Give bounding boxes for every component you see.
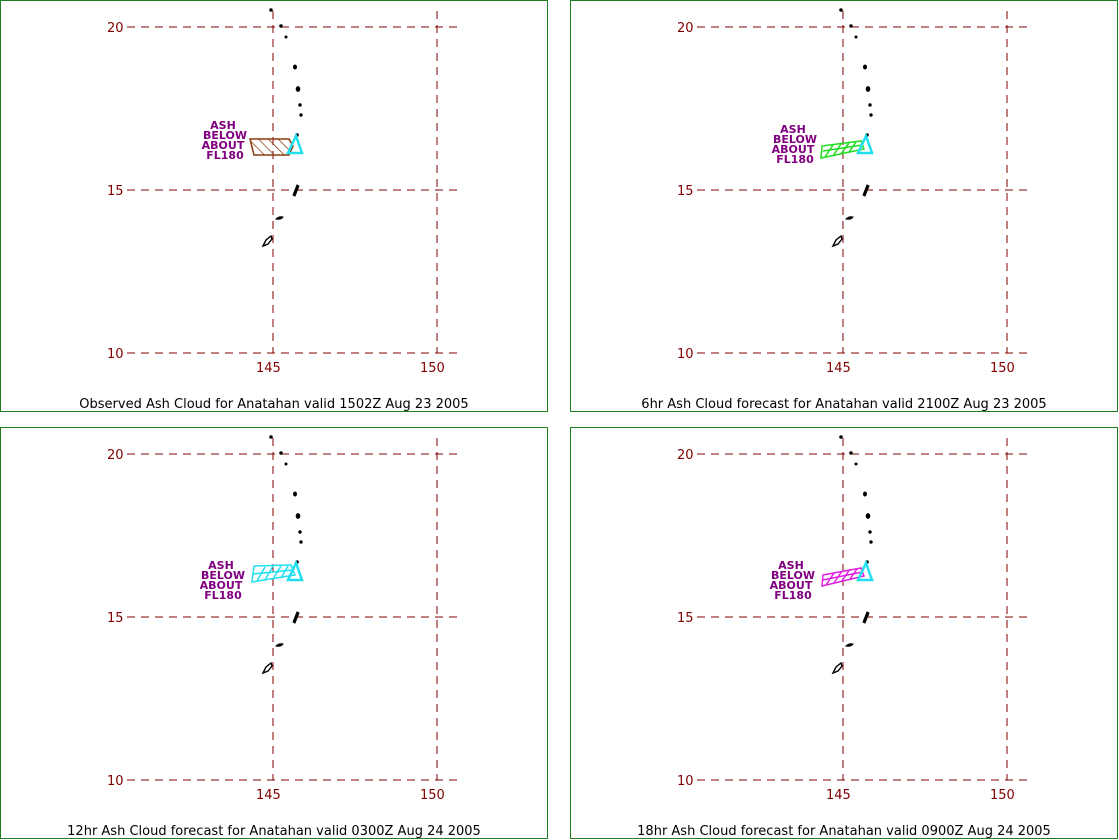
ash-label-line-4: FL180 bbox=[774, 589, 812, 602]
ash-cloud bbox=[251, 564, 297, 583]
map-panel-18hr: 20 15 10 145 150 ASH BELOW ABOUT FL180 1… bbox=[570, 427, 1118, 839]
grid-lines bbox=[697, 11, 1031, 354]
map-panel-12hr: 20 15 10 145 150 ASH BELOW ABOUT FL180 1… bbox=[0, 427, 548, 839]
ash-label-line-1: ASH bbox=[208, 559, 234, 572]
volcano-marker-icon bbox=[286, 559, 304, 582]
ash-label-line-3: ABOUT bbox=[770, 579, 813, 592]
map-svg: 20 15 10 145 150 ASH BELOW ABOUT FL180 bbox=[677, 8, 1031, 376]
lon-label-145: 145 bbox=[826, 788, 851, 803]
ash-cloud bbox=[820, 140, 866, 159]
ash-label-line-1: ASH bbox=[778, 559, 804, 572]
lat-label-10: 10 bbox=[677, 347, 694, 362]
ash-label-line-1: ASH bbox=[210, 119, 236, 132]
map-svg: 20 15 10 145 150 ASH BELOW ABOUT FL180 bbox=[677, 435, 1031, 803]
lat-label-10: 10 bbox=[107, 347, 124, 362]
lon-label-150: 150 bbox=[990, 788, 1015, 803]
ash-label-line-2: BELOW bbox=[771, 569, 815, 582]
lon-label-145: 145 bbox=[256, 361, 281, 376]
lat-label-20: 20 bbox=[677, 448, 694, 463]
lat-label-20: 20 bbox=[677, 21, 694, 36]
grid-lines bbox=[127, 438, 461, 781]
ash-label-line-2: BELOW bbox=[201, 569, 245, 582]
lat-label-20: 20 bbox=[107, 21, 124, 36]
ash-label-line-3: ABOUT bbox=[200, 579, 243, 592]
ash-label-line-1: ASH bbox=[780, 123, 806, 136]
lat-label-10: 10 bbox=[107, 774, 124, 789]
panel-caption: 12hr Ash Cloud forecast for Anatahan val… bbox=[67, 824, 481, 839]
volcano-marker-icon bbox=[856, 559, 874, 582]
lon-label-150: 150 bbox=[990, 361, 1015, 376]
grid-lines bbox=[697, 438, 1031, 781]
map-panel-6hr: 20 15 10 145 150 ASH BELOW ABOUT FL180 6… bbox=[570, 0, 1118, 412]
islands bbox=[831, 435, 873, 675]
volcano-marker-icon bbox=[286, 132, 304, 155]
lon-label-145: 145 bbox=[256, 788, 281, 803]
panel-caption: Observed Ash Cloud for Anatahan valid 15… bbox=[79, 397, 469, 412]
ash-label-line-2: BELOW bbox=[773, 133, 817, 146]
ash-cloud bbox=[249, 138, 294, 156]
panel-caption: 18hr Ash Cloud forecast for Anatahan val… bbox=[637, 824, 1051, 839]
lat-label-15: 15 bbox=[107, 184, 124, 199]
lon-label-150: 150 bbox=[420, 788, 445, 803]
ash-label-line-4: FL180 bbox=[776, 153, 814, 166]
islands bbox=[261, 435, 303, 675]
lat-label-15: 15 bbox=[107, 611, 124, 626]
grid-lines bbox=[127, 11, 461, 354]
lon-label-145: 145 bbox=[826, 361, 851, 376]
ash-label-line-2: BELOW bbox=[203, 129, 247, 142]
lon-label-150: 150 bbox=[420, 361, 445, 376]
ash-cloud bbox=[821, 567, 866, 587]
map-svg: 20 15 10 145 150 ASH BELOW ABOUT FL180 bbox=[107, 435, 461, 803]
ash-label-line-4: FL180 bbox=[206, 149, 244, 162]
map-svg: 20 15 10 145 150 ASH BELOW ABOUT FL180 bbox=[107, 8, 461, 376]
ash-label-line-4: FL180 bbox=[204, 589, 242, 602]
panel-caption: 6hr Ash Cloud forecast for Anatahan vali… bbox=[641, 397, 1047, 412]
ash-label-line-3: ABOUT bbox=[772, 143, 815, 156]
lat-label-10: 10 bbox=[677, 774, 694, 789]
islands bbox=[261, 8, 303, 248]
ash-label-line-3: ABOUT bbox=[202, 139, 245, 152]
volcano-marker-icon bbox=[856, 132, 874, 155]
lat-label-20: 20 bbox=[107, 448, 124, 463]
map-panel-observed: 20 15 10 145 150 ASH BELOW ABOUT FL180 bbox=[0, 0, 548, 412]
lat-label-15: 15 bbox=[677, 184, 694, 199]
islands bbox=[831, 8, 873, 248]
lat-label-15: 15 bbox=[677, 611, 694, 626]
